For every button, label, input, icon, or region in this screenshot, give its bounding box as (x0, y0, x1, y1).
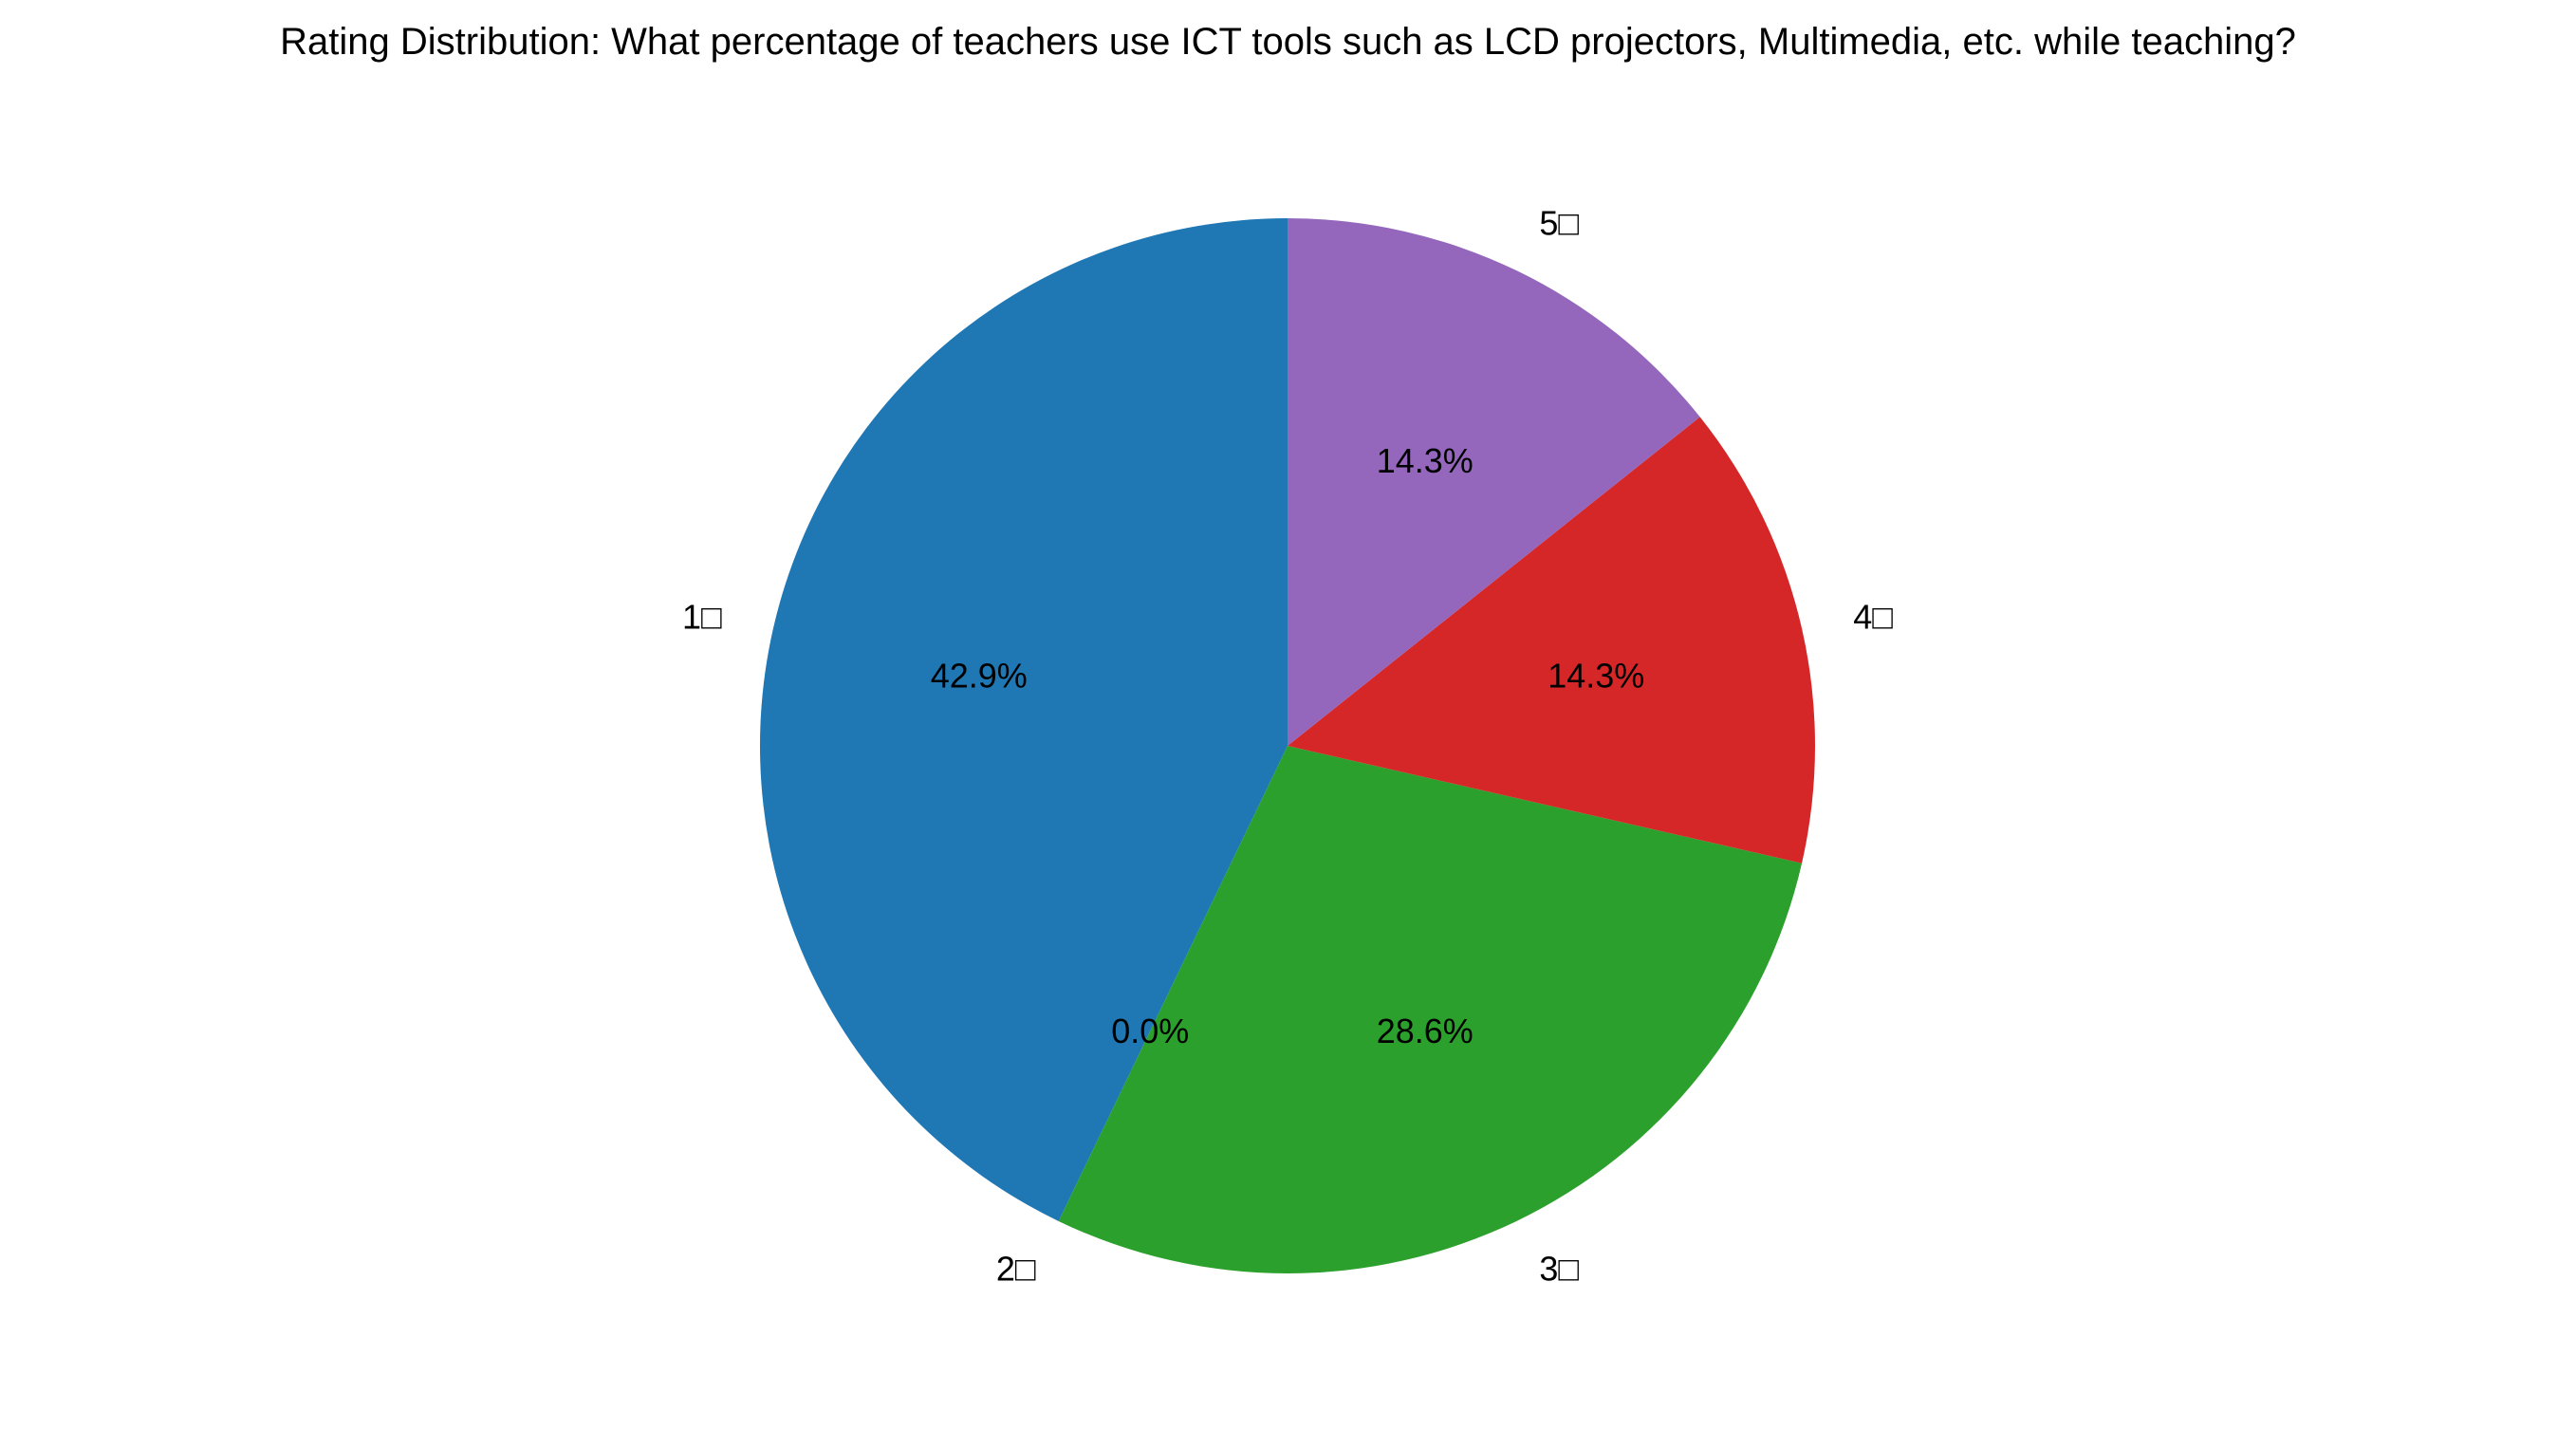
slice-percent-3: 28.6% (1377, 1012, 1473, 1050)
pie-labels: 1□ 42.9% 2□ 0.0% 3□ 28.6% 4□ 14.3% 5□ 14.3% (682, 203, 1893, 1288)
slice-label-5: 5□ (1539, 203, 1579, 242)
pie-slice-5 (1288, 218, 1700, 746)
chart-title: Rating Distribution: What percentage of … (280, 21, 2296, 63)
slice-label-1: 1□ (682, 597, 722, 636)
slice-percent-5: 14.3% (1377, 441, 1473, 480)
slice-label-2: 2□ (996, 1250, 1036, 1289)
pie-slice-4 (1288, 417, 1816, 864)
slice-label-3: 3□ (1539, 1250, 1579, 1289)
slice-label-4: 4□ (1853, 597, 1893, 636)
slice-percent-2: 0.0% (1111, 1012, 1189, 1050)
pie-slice-1 (759, 218, 1288, 1221)
pie-slices (759, 218, 1816, 1274)
slice-percent-4: 14.3% (1547, 656, 1644, 695)
slice-percent-1: 42.9% (931, 656, 1028, 695)
pie-slice-3 (1058, 746, 1803, 1274)
